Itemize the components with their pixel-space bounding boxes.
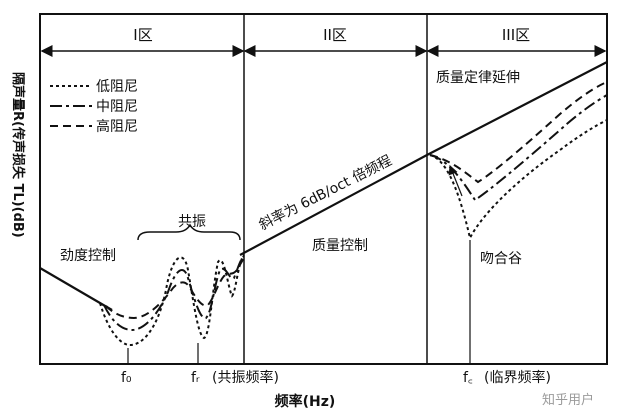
tick-label-fc-note: (临界频率) (484, 369, 551, 386)
tick-label-fr: fᵣ (191, 370, 200, 386)
tick-label-fc: f꜀ (463, 370, 473, 386)
region-label-1: I区 (133, 26, 152, 44)
tick-label-fr-note: (共振频率) (212, 369, 279, 386)
y-axis-label: 隔声量R(传声损失 TL)(dB) (10, 72, 26, 238)
annotation-stiffness-control: 劲度控制 (60, 248, 116, 264)
coincidence-arrow (448, 164, 463, 197)
curve-high-damping-coincidence (429, 81, 608, 184)
plot-frame (39, 13, 608, 365)
curve-mid-damping-coincidence (429, 94, 608, 202)
legend-label-low: 低阻尼 (96, 79, 138, 95)
legend: 低阻尼 中阻尼 高阻尼 (50, 79, 138, 135)
curve-mid-damping-resonance (103, 255, 245, 332)
curve-low-damping-coincidence (429, 119, 608, 241)
watermark: 知乎用户 (542, 392, 594, 408)
legend-label-high: 高阻尼 (96, 118, 138, 135)
annotation-mass-law-extension: 质量定律延伸 (436, 70, 520, 86)
legend-label-mid: 中阻尼 (96, 99, 138, 115)
region-label-2: II区 (323, 26, 347, 44)
annotation-resonance: 共振 (178, 214, 206, 230)
tick-label-f0: f₀ (121, 370, 132, 386)
annotation-coincidence-dip: 吻合谷 (480, 251, 522, 267)
annotation-slope: 斜率为 6dB/oct 倍频程 (256, 152, 395, 234)
x-axis-label: 频率(Hz) (275, 393, 336, 410)
curve-low-damping-resonance (99, 254, 245, 347)
resonance-bracket (137, 223, 241, 241)
annotation-mass-control: 质量控制 (312, 238, 368, 254)
curve-high-damping-resonance (105, 257, 245, 320)
region-label-3: III区 (502, 26, 530, 44)
